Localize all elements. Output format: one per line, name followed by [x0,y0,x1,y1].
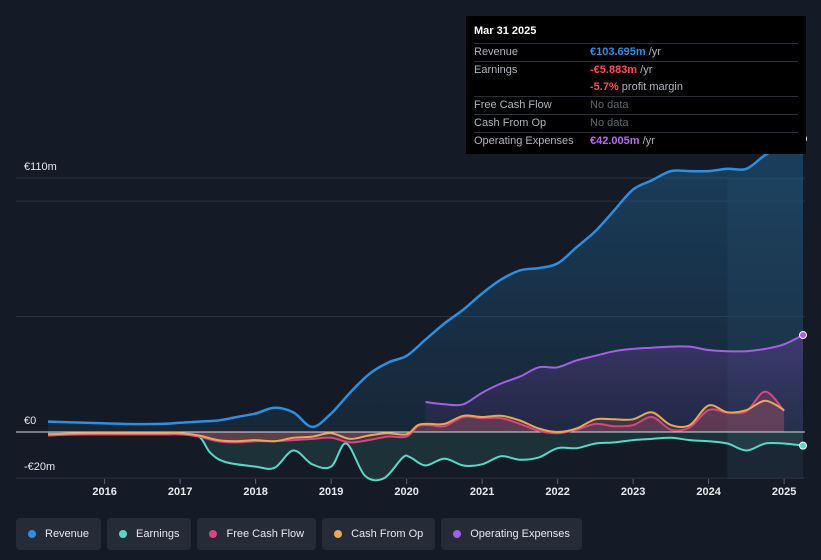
tooltip-value: -€5.883m [590,64,638,76]
legend-item-free-cash-flow[interactable]: Free Cash Flow [197,518,317,550]
tooltip-label: Earnings [474,64,518,76]
legend-label: Cash From Op [351,528,424,540]
x-tick-label: 2016 [92,486,116,498]
tooltip-suffix: /yr [639,135,655,147]
x-tick-label: 2023 [621,486,645,498]
legend-label: Revenue [45,528,90,540]
end-marker-operating-expenses [799,331,807,340]
line-revenue [47,137,804,429]
end-marker-earnings [799,441,807,450]
x-tick-label: 2019 [319,486,343,498]
tooltip-value: €103.695m [590,46,646,58]
series-areas [48,138,803,481]
legend: Revenue Earnings Free Cash Flow Cash Fro… [16,518,582,550]
tooltip-suffix: /yr [637,64,653,76]
tooltip-value: No data [590,117,629,129]
y-tick-label-bottom: -€20m [24,461,55,473]
legend-label: Free Cash Flow [226,528,305,540]
tooltip-label: Operating Expenses [474,135,574,147]
legend-label: Operating Expenses [470,528,570,540]
legend-item-cash-from-op[interactable]: Cash From Op [322,518,436,550]
tooltip-row-fcf: Free Cash Flow No data [474,96,798,114]
legend-item-earnings[interactable]: Earnings [107,518,192,550]
x-tick-label: 2022 [545,486,569,498]
tooltip-row-earnings: Earnings -€5.883m /yr [474,61,798,79]
y-tick-label-zero: €0 [24,415,36,427]
x-axis-ticks: 2016 2017 2018 2019 2020 2021 2022 2023 2024 2025 [92,479,796,498]
tooltip-value: -5.7% [590,81,619,93]
tooltip-label [474,79,590,96]
line-earnings [47,433,804,482]
tooltip-date: Mar 31 2025 [474,25,537,37]
line-free-cash-flow [47,390,785,444]
area-earnings [48,432,803,481]
y-tick-label-top: €110m [24,161,57,173]
tooltip-label: Cash From Op [474,117,547,129]
tooltip-suffix: /yr [645,46,661,58]
legend-item-revenue[interactable]: Revenue [16,518,102,550]
area-operating-expenses [425,335,803,432]
x-tick-label: 2025 [772,486,796,498]
tooltip-label: Revenue [474,46,519,58]
area-free-cash-flow [48,391,785,443]
x-tick-label: 2020 [394,486,418,498]
tooltip-value: €42.005m [590,135,640,147]
line-cash-from-op [47,399,785,443]
legend-dot-icon [209,530,218,538]
legend-dot-icon [453,530,462,538]
tooltip-panel: Mar 31 2025 Revenue €103.695m /yr Earnin… [466,16,806,154]
legend-dot-icon [334,530,343,538]
tooltip-value: No data [590,99,629,111]
x-tick-label: 2017 [168,486,192,498]
tooltip-row-opex: Operating Expenses €42.005m /yr [474,132,798,150]
series-lines [47,137,804,482]
x-tick-label: 2021 [470,486,494,498]
x-tick-label: 2018 [243,486,267,498]
tooltip-row-revenue: Revenue €103.695m /yr [474,43,798,61]
x-tick-label: 2024 [696,486,721,498]
tooltip-row-profit-margin: -5.7% profit margin [474,79,798,96]
legend-label: Earnings [136,528,180,540]
area-cash-from-op [48,400,785,442]
tooltip-row-cfo: Cash From Op No data [474,114,798,132]
legend-dot-icon [119,530,128,538]
legend-dot-icon [28,530,36,538]
tooltip-suffix: profit margin [618,81,683,93]
tooltip-label: Free Cash Flow [474,99,552,111]
line-operating-expenses [425,334,804,407]
legend-item-operating-expenses[interactable]: Operating Expenses [441,518,582,550]
